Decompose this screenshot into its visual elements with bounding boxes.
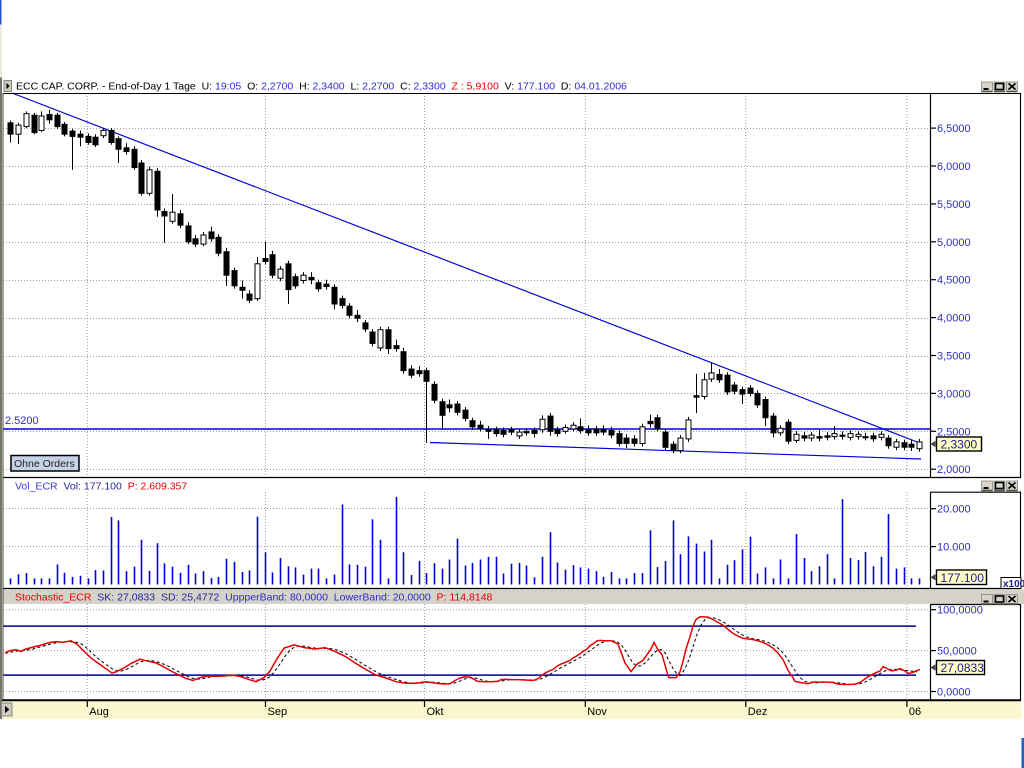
svg-text:6,5000: 6,5000 xyxy=(937,123,971,135)
svg-text:2,3300: 2,3300 xyxy=(941,438,978,452)
svg-text:0,0000: 0,0000 xyxy=(937,687,971,699)
svg-text:Aug: Aug xyxy=(89,706,109,718)
svg-text:Vol_ECR Vol: 177.100 P: 2.60: Vol_ECR Vol: 177.100 P: 2.609.357 xyxy=(15,481,187,493)
svg-text:2,0000: 2,0000 xyxy=(937,464,971,476)
svg-text:Nov: Nov xyxy=(587,706,607,718)
svg-text:ECC CAP. CORP. - End-of-Day 1: ECC CAP. CORP. - End-of-Day 1 Tage U: 19… xyxy=(16,81,627,93)
svg-text:2.5200: 2.5200 xyxy=(5,415,39,427)
svg-text:50,0000: 50,0000 xyxy=(937,646,977,658)
svg-text:Stochastic_ECR SK: 27,0833 S: Stochastic_ECR SK: 27,0833 SD: 25,4772 U… xyxy=(15,592,493,604)
svg-text:5,5000: 5,5000 xyxy=(937,199,971,211)
svg-text:Sep: Sep xyxy=(268,706,288,718)
svg-text:6,0000: 6,0000 xyxy=(937,161,971,173)
svg-text:27,0833: 27,0833 xyxy=(941,661,985,675)
svg-text:10.000: 10.000 xyxy=(937,542,971,554)
svg-text:20.000: 20.000 xyxy=(937,504,971,516)
svg-text:5,0000: 5,0000 xyxy=(937,237,971,249)
svg-text:Dez: Dez xyxy=(748,706,768,718)
svg-text:3,5000: 3,5000 xyxy=(937,351,971,363)
svg-text:100,0000: 100,0000 xyxy=(937,605,983,617)
svg-text:x100: x100 xyxy=(1003,579,1024,590)
svg-text:4,0000: 4,0000 xyxy=(937,313,971,325)
svg-text:2,5000: 2,5000 xyxy=(937,426,971,438)
svg-text:4,5000: 4,5000 xyxy=(937,275,971,287)
svg-text:06: 06 xyxy=(909,706,921,718)
svg-text:Okt: Okt xyxy=(427,706,444,718)
svg-text:177.100: 177.100 xyxy=(941,571,985,585)
svg-text:Ohne Orders: Ohne Orders xyxy=(14,458,75,470)
svg-text:3,0000: 3,0000 xyxy=(937,388,971,400)
